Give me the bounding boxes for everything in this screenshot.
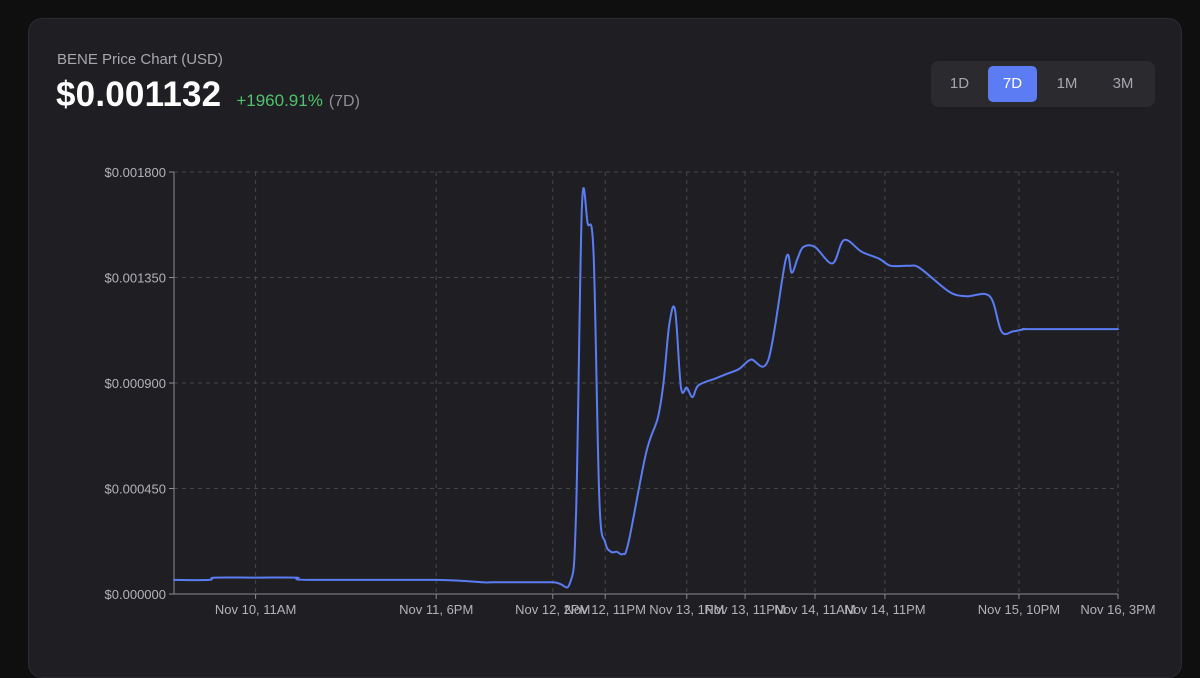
x-tick-label: Nov 14, 11AM bbox=[774, 602, 855, 617]
chart-title: BENE Price Chart (USD) bbox=[57, 51, 223, 68]
x-tick-label: Nov 14, 11PM bbox=[844, 602, 925, 617]
x-tick-label: Nov 12, 2PM bbox=[515, 602, 590, 617]
range-button-1m[interactable]: 1M bbox=[1056, 75, 1078, 92]
x-tick-label: Nov 15, 10PM bbox=[978, 602, 1060, 617]
price-change: +1960.91% bbox=[236, 91, 323, 110]
change-period: (7D) bbox=[328, 93, 360, 110]
x-tick-label: Nov 11, 6PM bbox=[399, 602, 473, 617]
range-button-7d[interactable]: 7D bbox=[988, 66, 1037, 102]
x-tick-label: Nov 10, 11AM bbox=[215, 602, 296, 617]
price-series-line bbox=[173, 187, 1119, 589]
time-range-selector: 1D 7D 1M 3M bbox=[931, 61, 1155, 107]
y-tick-label: $0.001800 bbox=[105, 165, 166, 180]
y-tick-label: $0.000900 bbox=[105, 376, 166, 391]
current-price: $0.001132 bbox=[56, 75, 222, 114]
x-tick-label: Nov 13, 1PM bbox=[649, 602, 724, 617]
x-tick-label: Nov 16, 3PM bbox=[1080, 602, 1155, 617]
range-button-3m[interactable]: 3M bbox=[1112, 75, 1134, 92]
range-button-1d[interactable]: 1D bbox=[949, 75, 970, 92]
y-tick-label: $0.000000 bbox=[105, 587, 166, 602]
y-tick-label: $0.001350 bbox=[105, 271, 166, 286]
x-tick-label: Nov 13, 11PM bbox=[704, 602, 785, 617]
y-tick-label: $0.000450 bbox=[105, 482, 166, 497]
x-tick-label: Nov 12, 11PM bbox=[564, 602, 645, 617]
price-line-chart: $0.000000 $0.000450 $0.000900 $0.001350 $0.0… bbox=[105, 165, 1156, 617]
price-row: $0.001132 +1960.91% (7D) bbox=[56, 75, 360, 115]
